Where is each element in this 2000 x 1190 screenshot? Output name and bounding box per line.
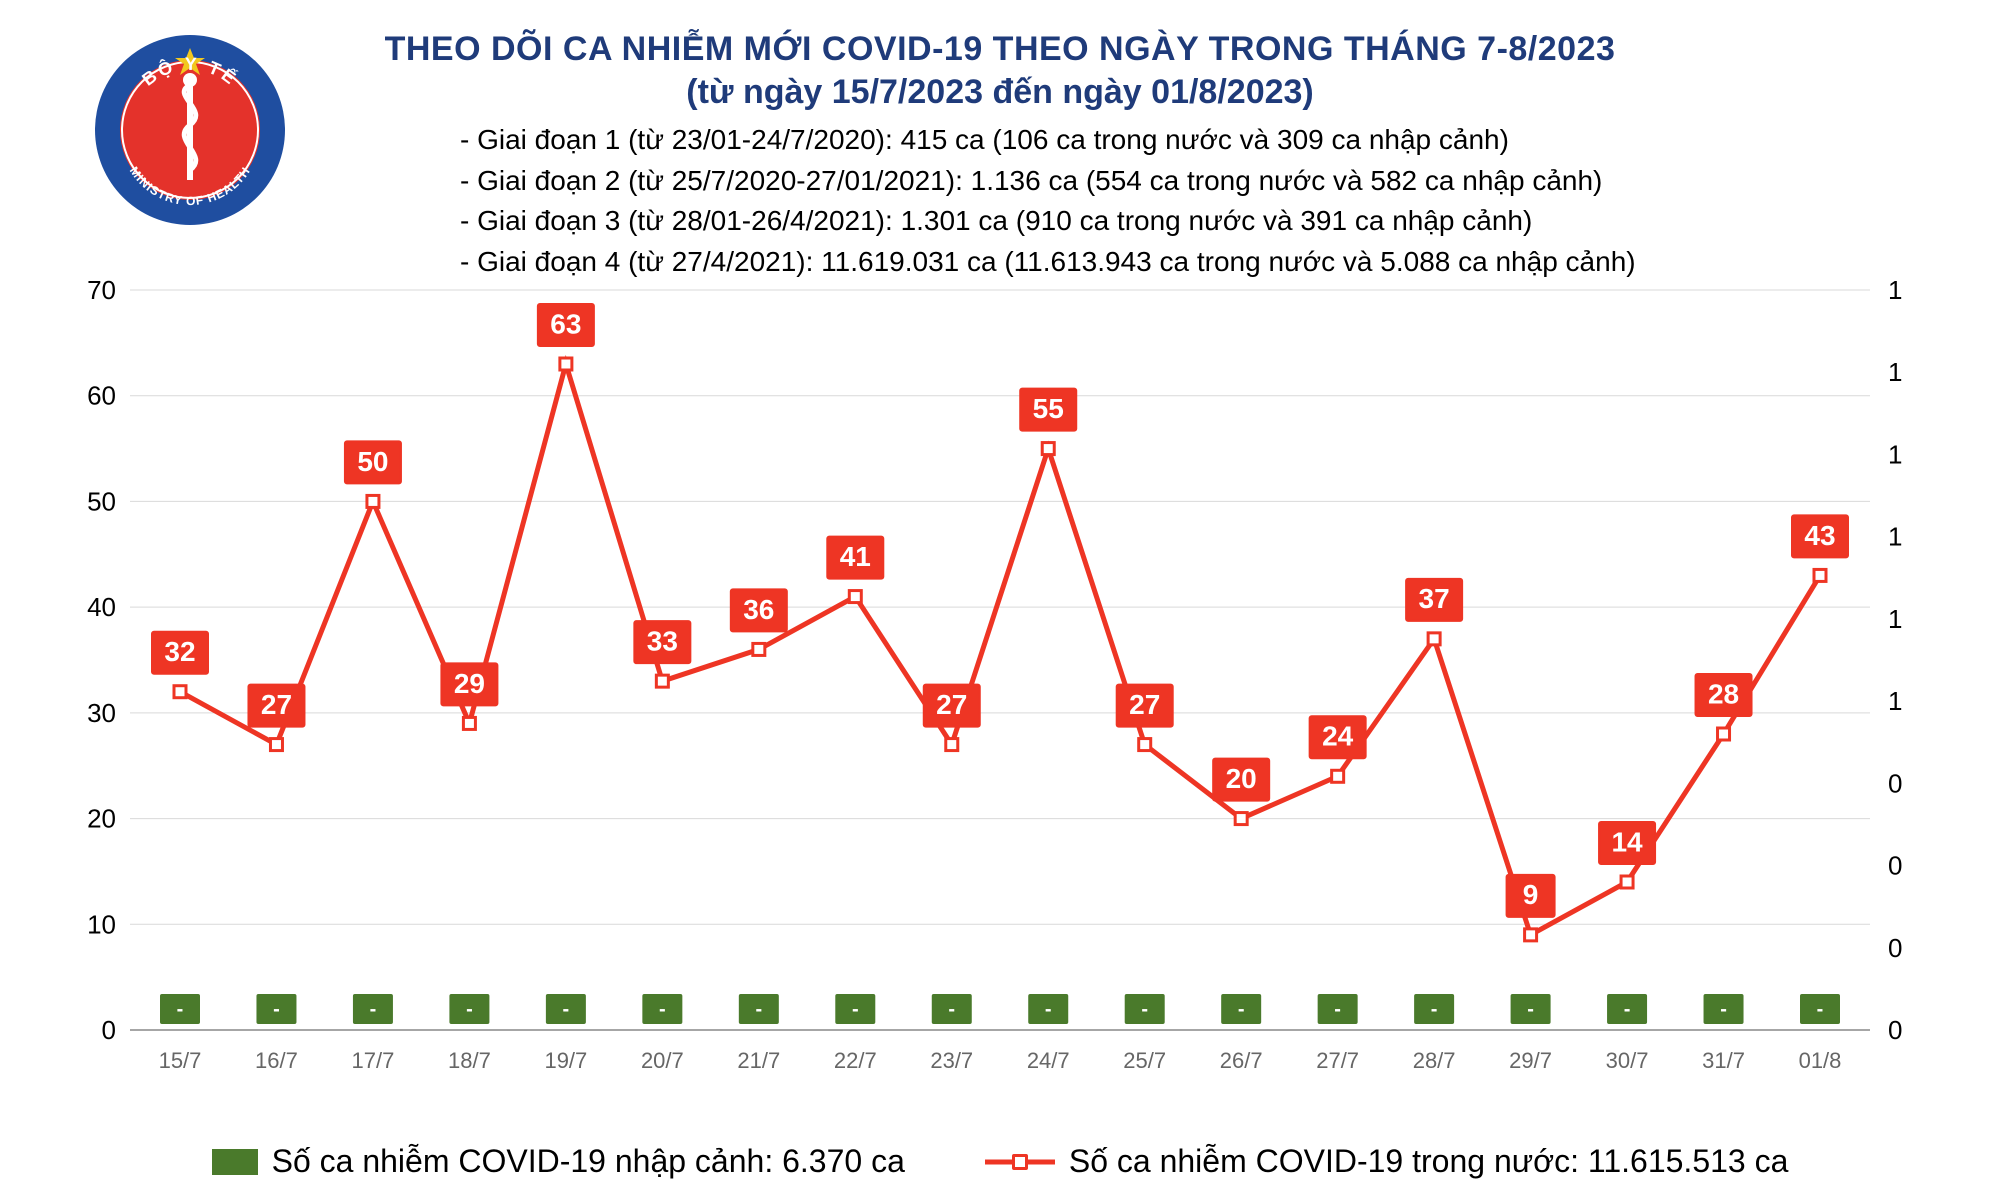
svg-text:-: -: [755, 998, 762, 1020]
svg-text:36: 36: [743, 594, 774, 625]
svg-text:50: 50: [87, 486, 116, 516]
svg-text:30/7: 30/7: [1606, 1048, 1649, 1073]
svg-text:17/7: 17/7: [352, 1048, 395, 1073]
svg-text:10: 10: [87, 909, 116, 939]
svg-text:26/7: 26/7: [1220, 1048, 1263, 1073]
svg-text:40: 40: [87, 592, 116, 622]
svg-text:-: -: [1238, 998, 1245, 1020]
svg-text:-: -: [1720, 998, 1727, 1020]
svg-text:-: -: [466, 998, 473, 1020]
svg-text:-: -: [177, 998, 184, 1020]
svg-text:63: 63: [550, 308, 581, 339]
svg-text:27: 27: [1129, 689, 1160, 720]
phase-1: - Giai đoạn 1 (từ 23/01-24/7/2020): 415 …: [460, 120, 1636, 161]
svg-text:33: 33: [647, 626, 678, 657]
svg-text:29: 29: [454, 668, 485, 699]
svg-text:0: 0: [102, 1015, 116, 1045]
svg-text:1: 1: [1888, 522, 1902, 552]
svg-text:18/7: 18/7: [448, 1048, 491, 1073]
svg-text:27: 27: [936, 689, 967, 720]
svg-text:-: -: [948, 998, 955, 1020]
svg-text:27: 27: [261, 689, 292, 720]
svg-text:24: 24: [1322, 721, 1354, 752]
svg-text:37: 37: [1419, 583, 1450, 614]
svg-text:31/7: 31/7: [1702, 1048, 1745, 1073]
svg-text:1: 1: [1888, 280, 1902, 305]
svg-text:25/7: 25/7: [1123, 1048, 1166, 1073]
legend-bar-swatch: [212, 1149, 258, 1175]
svg-text:0: 0: [1888, 768, 1902, 798]
phase-3: - Giai đoạn 3 (từ 28/01-26/4/2021): 1.30…: [460, 201, 1636, 242]
svg-text:1: 1: [1888, 439, 1902, 469]
svg-text:41: 41: [840, 541, 871, 572]
legend-line-text: Số ca nhiễm COVID-19 trong nước: 11.615.…: [1069, 1143, 1789, 1180]
chart-subtitle: (từ ngày 15/7/2023 đến ngày 01/8/2023): [0, 73, 2000, 112]
svg-text:20: 20: [1226, 763, 1257, 794]
svg-text:-: -: [1431, 998, 1438, 1020]
svg-text:-: -: [563, 998, 570, 1020]
legend-line-swatch: [985, 1149, 1055, 1175]
svg-text:-: -: [1817, 998, 1824, 1020]
svg-text:60: 60: [87, 381, 116, 411]
svg-text:1: 1: [1888, 604, 1902, 634]
svg-text:1: 1: [1888, 357, 1902, 387]
svg-text:19/7: 19/7: [544, 1048, 587, 1073]
svg-text:0: 0: [1888, 851, 1902, 881]
svg-text:-: -: [1624, 998, 1631, 1020]
svg-text:-: -: [1334, 998, 1341, 1020]
phase-2: - Giai đoạn 2 (từ 25/7/2020-27/01/2021):…: [460, 161, 1636, 202]
svg-text:-: -: [659, 998, 666, 1020]
svg-text:32: 32: [164, 636, 195, 667]
svg-text:14: 14: [1611, 826, 1643, 857]
svg-text:27/7: 27/7: [1316, 1048, 1359, 1073]
chart-title: THEO DÕI CA NHIỄM MỚI COVID-19 THEO NGÀY…: [0, 30, 2000, 69]
svg-text:0: 0: [1888, 1015, 1902, 1045]
svg-text:20/7: 20/7: [641, 1048, 684, 1073]
svg-text:9: 9: [1523, 879, 1539, 910]
svg-text:-: -: [1141, 998, 1148, 1020]
svg-text:-: -: [852, 998, 859, 1020]
svg-text:23/7: 23/7: [930, 1048, 973, 1073]
legend-bar-item: Số ca nhiễm COVID-19 nhập cảnh: 6.370 ca: [212, 1143, 905, 1180]
svg-text:24/7: 24/7: [1027, 1048, 1070, 1073]
svg-text:30: 30: [87, 698, 116, 728]
legend-line-item: Số ca nhiễm COVID-19 trong nước: 11.615.…: [985, 1143, 1789, 1180]
svg-text:15/7: 15/7: [159, 1048, 202, 1073]
chart-area: 010203040506070111111000015/7-16/7-17/7-…: [60, 280, 1930, 1100]
phase-4: - Giai đoạn 4 (từ 27/4/2021): 11.619.031…: [460, 242, 1636, 283]
svg-text:28: 28: [1708, 678, 1739, 709]
legend-bar-text: Số ca nhiễm COVID-19 nhập cảnh: 6.370 ca: [272, 1143, 905, 1180]
svg-text:-: -: [370, 998, 377, 1020]
svg-text:-: -: [1527, 998, 1534, 1020]
svg-text:-: -: [273, 998, 280, 1020]
svg-text:55: 55: [1033, 393, 1064, 424]
chart-legend: Số ca nhiễm COVID-19 nhập cảnh: 6.370 ca…: [0, 1143, 2000, 1180]
svg-text:-: -: [1045, 998, 1052, 1020]
svg-text:70: 70: [87, 280, 116, 305]
svg-text:29/7: 29/7: [1509, 1048, 1552, 1073]
svg-text:0: 0: [1888, 933, 1902, 963]
svg-text:22/7: 22/7: [834, 1048, 877, 1073]
svg-text:43: 43: [1804, 520, 1835, 551]
svg-text:50: 50: [357, 446, 388, 477]
svg-text:20: 20: [87, 804, 116, 834]
svg-text:16/7: 16/7: [255, 1048, 298, 1073]
phase-summary: - Giai đoạn 1 (từ 23/01-24/7/2020): 415 …: [460, 120, 1636, 282]
svg-text:1: 1: [1888, 686, 1902, 716]
svg-text:21/7: 21/7: [737, 1048, 780, 1073]
svg-text:01/8: 01/8: [1799, 1048, 1842, 1073]
chart-header: THEO DÕI CA NHIỄM MỚI COVID-19 THEO NGÀY…: [0, 30, 2000, 112]
svg-text:28/7: 28/7: [1413, 1048, 1456, 1073]
